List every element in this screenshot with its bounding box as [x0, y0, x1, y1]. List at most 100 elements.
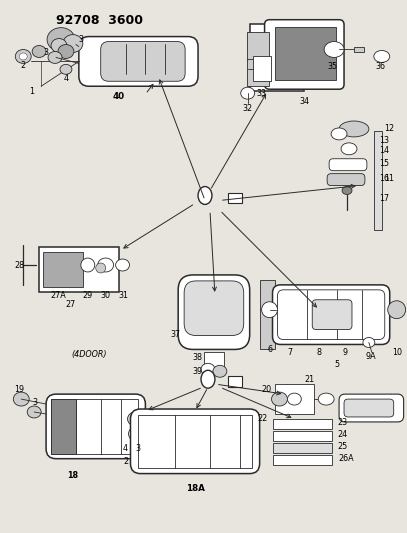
Text: 92708  3600: 92708 3600 [56, 14, 143, 27]
Text: 17: 17 [379, 194, 389, 203]
FancyBboxPatch shape [312, 300, 352, 329]
FancyBboxPatch shape [184, 281, 244, 336]
Bar [273, 455, 332, 465]
Text: 3: 3 [78, 35, 83, 44]
FancyBboxPatch shape [101, 42, 185, 81]
Text: 6: 6 [267, 345, 272, 354]
Ellipse shape [13, 392, 29, 406]
Bar [274, 27, 336, 80]
Text: (4DOOR): (4DOOR) [71, 350, 107, 359]
Text: 28: 28 [14, 261, 24, 270]
Ellipse shape [19, 53, 27, 60]
Ellipse shape [58, 45, 74, 59]
Ellipse shape [201, 370, 215, 388]
FancyBboxPatch shape [278, 290, 385, 340]
Ellipse shape [15, 50, 31, 63]
Ellipse shape [129, 427, 142, 441]
Bar [273, 431, 332, 441]
Text: 25: 25 [337, 442, 347, 451]
FancyBboxPatch shape [79, 37, 198, 86]
Bar [274, 384, 314, 414]
Ellipse shape [116, 259, 129, 271]
Bar [228, 376, 242, 387]
Text: 27A: 27A [50, 292, 66, 300]
Ellipse shape [63, 35, 83, 52]
Ellipse shape [201, 364, 215, 375]
Bar [43, 252, 83, 287]
FancyBboxPatch shape [265, 20, 344, 89]
Text: 5: 5 [335, 360, 340, 369]
Ellipse shape [241, 87, 255, 99]
Bar [228, 192, 242, 204]
Text: 3: 3 [135, 444, 140, 453]
Bar [260, 280, 274, 350]
Text: 38: 38 [192, 353, 202, 362]
Text: 22: 22 [258, 415, 268, 423]
Ellipse shape [324, 42, 344, 58]
Ellipse shape [51, 38, 67, 52]
Ellipse shape [339, 121, 369, 137]
Ellipse shape [213, 365, 227, 377]
Text: 18A: 18A [186, 484, 204, 493]
Text: 2: 2 [21, 61, 26, 70]
Text: 9A: 9A [365, 352, 376, 361]
Text: 29: 29 [83, 292, 93, 300]
FancyBboxPatch shape [344, 399, 394, 417]
Bar [249, 23, 304, 91]
FancyBboxPatch shape [329, 159, 367, 171]
Ellipse shape [331, 128, 347, 140]
Text: 7: 7 [288, 348, 293, 357]
Text: 39: 39 [192, 367, 202, 376]
Text: 27: 27 [66, 300, 76, 309]
FancyBboxPatch shape [178, 275, 249, 350]
Ellipse shape [287, 393, 301, 405]
Text: 3: 3 [44, 48, 48, 57]
Text: 32: 32 [243, 103, 253, 112]
Ellipse shape [48, 52, 62, 63]
Bar [204, 352, 224, 367]
Bar [39, 247, 118, 292]
Text: 8: 8 [317, 348, 322, 357]
Bar [273, 443, 332, 453]
Text: 9: 9 [342, 348, 348, 357]
Text: 18: 18 [67, 471, 79, 480]
Ellipse shape [342, 187, 352, 195]
Ellipse shape [262, 302, 278, 318]
Text: 11: 11 [384, 174, 394, 183]
Ellipse shape [47, 28, 75, 52]
Ellipse shape [318, 393, 334, 405]
Ellipse shape [32, 45, 46, 58]
Text: 14: 14 [379, 146, 389, 155]
Text: 24: 24 [337, 430, 347, 439]
FancyBboxPatch shape [327, 174, 365, 185]
FancyBboxPatch shape [339, 394, 404, 422]
Bar [253, 56, 271, 81]
Ellipse shape [388, 301, 406, 319]
Ellipse shape [271, 392, 287, 406]
Text: 16: 16 [379, 174, 389, 183]
Ellipse shape [127, 412, 143, 426]
FancyBboxPatch shape [131, 409, 260, 474]
Text: 37: 37 [170, 330, 180, 339]
Bar [374, 131, 382, 230]
Text: 12: 12 [384, 124, 394, 133]
FancyBboxPatch shape [46, 394, 145, 459]
Bar [138, 415, 252, 467]
Text: 31: 31 [118, 292, 129, 300]
Text: 40: 40 [112, 92, 125, 101]
Ellipse shape [96, 263, 106, 273]
Bar [51, 399, 138, 454]
Text: 10: 10 [392, 348, 402, 357]
Bar [354, 46, 364, 52]
Text: 34: 34 [299, 96, 309, 106]
Text: 1: 1 [28, 87, 34, 96]
Text: 2: 2 [123, 457, 128, 466]
Ellipse shape [341, 143, 357, 155]
Text: 19: 19 [14, 385, 24, 394]
Ellipse shape [198, 187, 212, 205]
Text: 4: 4 [63, 74, 68, 83]
Ellipse shape [374, 51, 390, 62]
Text: 33: 33 [256, 88, 267, 98]
Ellipse shape [363, 337, 375, 348]
Text: 30: 30 [101, 292, 111, 300]
